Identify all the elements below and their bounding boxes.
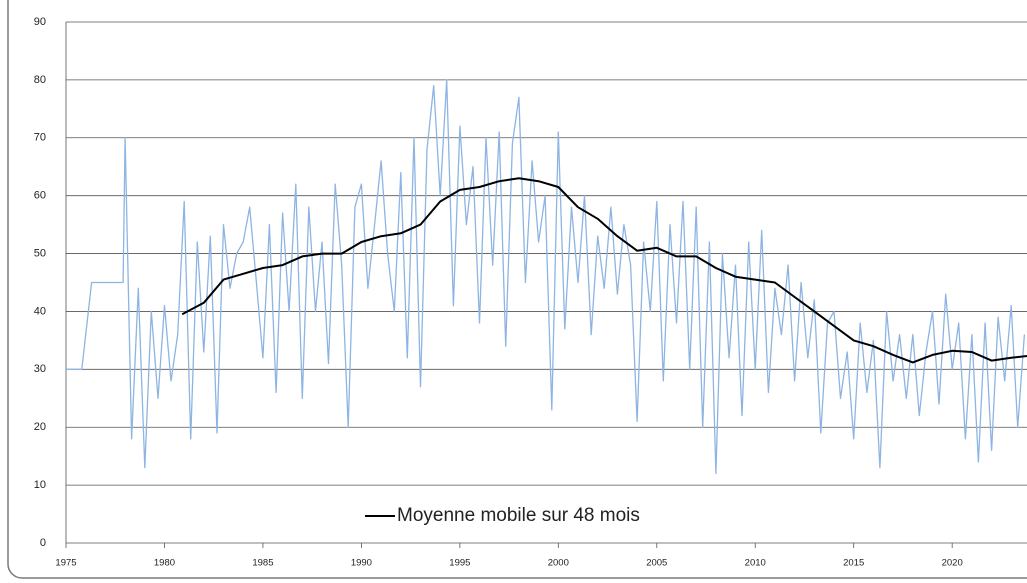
frame bbox=[7, 0, 1027, 579]
x-tick-label: 2015 bbox=[843, 558, 864, 569]
x-tick-label: 2020 bbox=[942, 558, 963, 569]
x-tick-label: 1980 bbox=[154, 558, 175, 569]
x-tick-label: 2005 bbox=[646, 558, 667, 569]
y-tick-label: 0 bbox=[40, 537, 46, 549]
y-tick-label: 80 bbox=[34, 74, 46, 86]
y-tick-label: 60 bbox=[34, 190, 46, 202]
x-tick-label: 1975 bbox=[55, 558, 76, 569]
series-line bbox=[66, 79, 1026, 475]
y-tick-label: 30 bbox=[34, 363, 46, 375]
y-tick-label: 20 bbox=[34, 421, 46, 433]
x-tick-label: 1985 bbox=[252, 558, 273, 569]
y-tick-label: 50 bbox=[34, 247, 46, 259]
y-tick-label: 90 bbox=[34, 16, 46, 28]
x-tick-label: 2000 bbox=[548, 558, 569, 569]
x-tick-label: 2010 bbox=[745, 558, 766, 569]
y-tick-label: 40 bbox=[34, 305, 46, 317]
legend-label: Moyenne mobile sur 48 mois bbox=[397, 505, 640, 526]
x-tick-label: 1995 bbox=[449, 558, 470, 569]
series-line bbox=[181, 177, 1027, 364]
y-tick-label: 70 bbox=[34, 132, 46, 144]
y-tick-label: 10 bbox=[34, 479, 46, 491]
x-tick-label: 1990 bbox=[351, 558, 372, 569]
